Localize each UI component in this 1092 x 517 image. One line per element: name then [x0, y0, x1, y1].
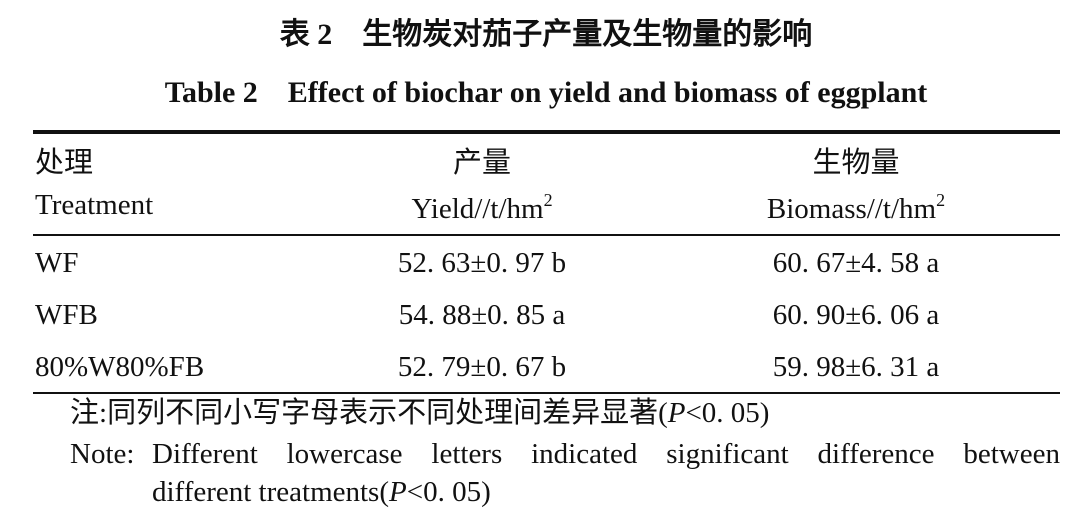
title-cn: 表 2 生物炭对茄子产量及生物量的影响: [279, 18, 813, 51]
header-sup: 2: [936, 190, 946, 210]
note-tail: <0. 05): [685, 397, 770, 429]
note-text: Different lowercase letters indicated si…: [152, 438, 1060, 470]
note-p: P: [667, 397, 686, 429]
table-cell: 59. 98±6. 31 a: [772, 351, 940, 383]
table-cell: 80%W80%FB: [35, 351, 205, 383]
table-cell: WF: [35, 247, 79, 279]
header-unit: Biomass//t/hm: [766, 193, 937, 225]
table-cell: 60. 67±4. 58 a: [772, 247, 940, 279]
header-sup: 2: [543, 190, 553, 210]
table-cell: 60. 90±6. 06 a: [772, 299, 940, 331]
note-label: Note:: [70, 438, 135, 470]
table-cell: 52. 79±0. 67 b: [397, 351, 567, 383]
header-en: Treatment: [35, 189, 154, 221]
note-cn: 注:同列不同小写字母表示不同处理间差异显著(P<0. 05): [70, 399, 769, 428]
title-en: Table 2 Effect of biochar on yield and b…: [164, 76, 928, 109]
header-cn: 生物量: [812, 147, 900, 179]
header-en: Biomass//t/hm2: [656, 191, 1056, 224]
note-text: 同列不同小写字母表示不同处理间差异显著(: [107, 397, 668, 429]
table-cell: 52. 63±0. 97 b: [397, 247, 567, 279]
table-cell: WFB: [35, 299, 98, 331]
mid-rule: [33, 234, 1060, 236]
header-en: Yield//t/hm2: [282, 191, 682, 224]
note-p: P: [389, 476, 407, 508]
note-en-2: different treatments(P<0. 05): [152, 478, 491, 507]
header-cn: 处理: [35, 147, 94, 179]
note-tail: <0. 05): [406, 476, 491, 508]
table-cell: 54. 88±0. 85 a: [398, 299, 566, 331]
note-label: 注:: [70, 397, 108, 429]
header-cn: 产量: [452, 147, 511, 179]
top-rule: [33, 130, 1060, 134]
bottom-rule: [33, 392, 1060, 394]
note-en: Note: Different lowercase letters indicat…: [70, 440, 1060, 469]
header-unit: Yield//t/hm: [411, 193, 544, 225]
note-text: different treatments(: [152, 476, 389, 508]
